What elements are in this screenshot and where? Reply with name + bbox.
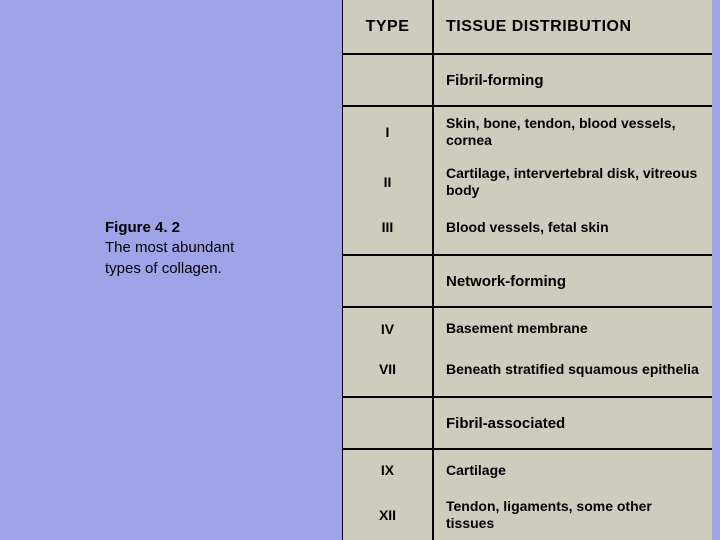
section-label: Fibril-associated (433, 397, 712, 449)
header-type: TYPE (343, 0, 433, 54)
cell-type: VII (343, 349, 433, 397)
section-row: Fibril-associated (343, 397, 712, 449)
collagen-table-panel: TYPE TISSUE DISTRIBUTION Fibril-forming … (342, 0, 712, 540)
cell-dist: Skin, bone, tendon, blood vessels, corne… (433, 106, 712, 157)
figure-caption: Figure 4. 2 The most abundant types of c… (105, 218, 234, 279)
cell-type: XII (343, 490, 433, 540)
section-label: Fibril-forming (433, 54, 712, 106)
cell-dist: Beneath stratified squamous epithelia (433, 349, 712, 397)
table-row: II Cartilage, intervertebral disk, vitre… (343, 157, 712, 207)
table-row: IV Basement membrane (343, 307, 712, 349)
table-row: VII Beneath stratified squamous epitheli… (343, 349, 712, 397)
cell-type: IV (343, 307, 433, 349)
table-row: III Blood vessels, fetal skin (343, 206, 712, 255)
collagen-table: TYPE TISSUE DISTRIBUTION Fibril-forming … (343, 0, 712, 540)
table-row: I Skin, bone, tendon, blood vessels, cor… (343, 106, 712, 157)
caption-line: types of collagen. (105, 259, 234, 279)
cell-dist: Basement membrane (433, 307, 712, 349)
section-type-blank (343, 397, 433, 449)
cell-type: II (343, 157, 433, 207)
section-type-blank (343, 54, 433, 106)
section-label: Network-forming (433, 255, 712, 307)
section-row: Fibril-forming (343, 54, 712, 106)
header-dist: TISSUE DISTRIBUTION (433, 0, 712, 54)
cell-dist: Cartilage, intervertebral disk, vitreous… (433, 157, 712, 207)
cell-dist: Tendon, ligaments, some other tissues (433, 490, 712, 540)
caption-line: The most abundant (105, 238, 234, 258)
cell-type: III (343, 206, 433, 255)
section-type-blank (343, 255, 433, 307)
cell-type: I (343, 106, 433, 157)
cell-dist: Cartilage (433, 449, 712, 491)
caption-title: Figure 4. 2 (105, 218, 234, 238)
table-row: IX Cartilage (343, 449, 712, 491)
cell-type: IX (343, 449, 433, 491)
cell-dist: Blood vessels, fetal skin (433, 206, 712, 255)
table-row: XII Tendon, ligaments, some other tissue… (343, 490, 712, 540)
section-row: Network-forming (343, 255, 712, 307)
table-header-row: TYPE TISSUE DISTRIBUTION (343, 0, 712, 54)
